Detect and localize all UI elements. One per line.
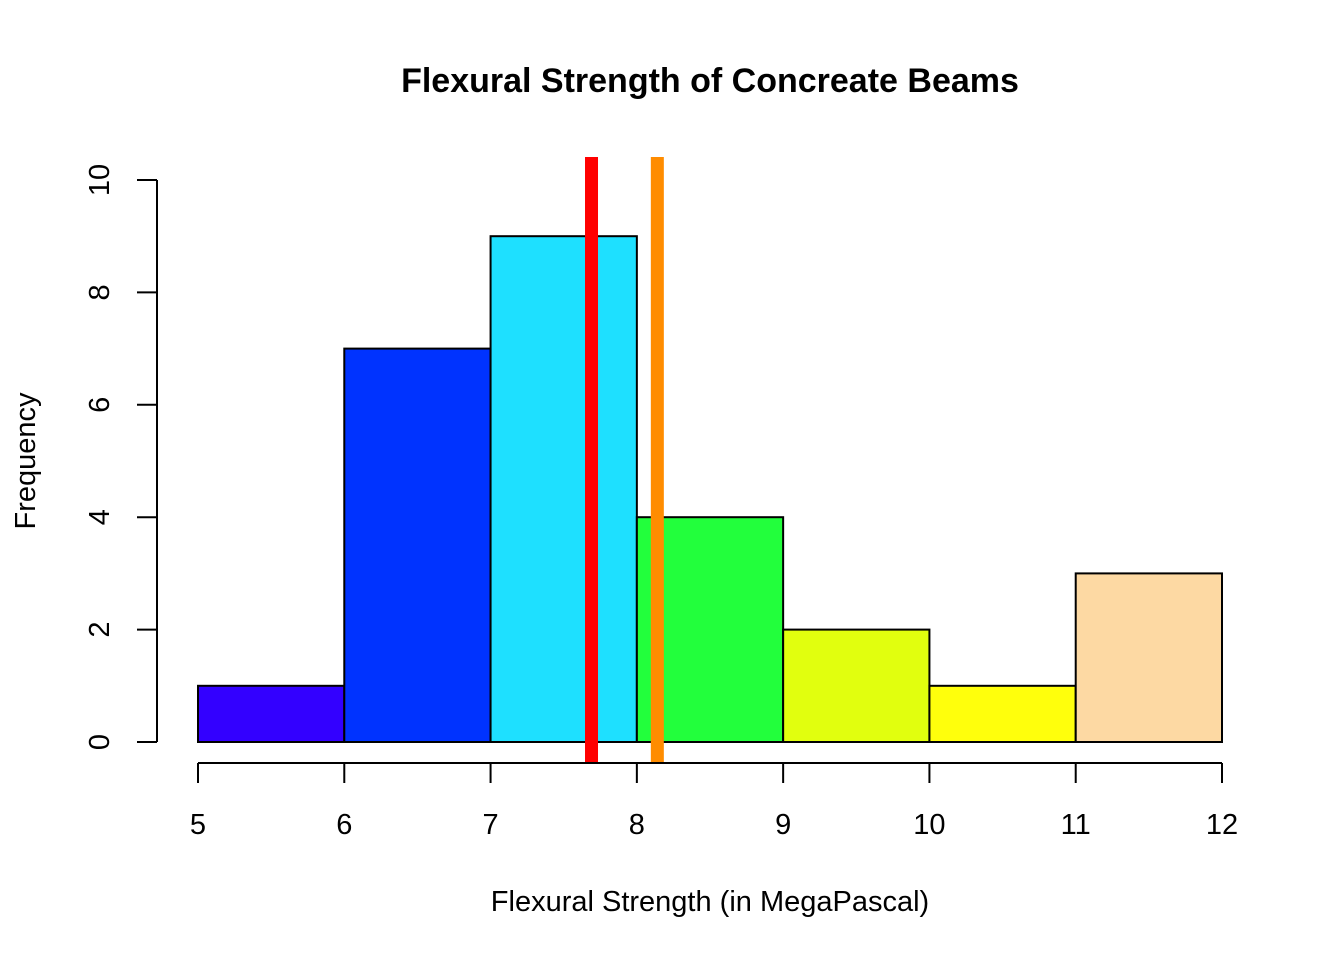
y-tick-label: 0	[84, 734, 116, 750]
histogram-bar-7	[1074, 572, 1223, 744]
bars-group	[197, 235, 1223, 744]
y-axis: 0 2 4 6 8 10	[84, 164, 158, 750]
x-tick-label: 10	[913, 809, 945, 841]
histogram-bar-6	[928, 684, 1077, 743]
y-tick-label: 6	[84, 397, 116, 413]
histogram-bar-2	[343, 347, 492, 743]
y-axis-label: Frequency	[10, 392, 42, 530]
chart-title: Flexural Strength of Concreate Beams	[401, 62, 1019, 100]
x-tick-label: 8	[629, 809, 645, 841]
x-axis: 5 6 7 8 9 10 11 12	[190, 762, 1238, 841]
x-tick-label: 11	[1061, 809, 1091, 841]
y-tick-label: 10	[84, 164, 116, 196]
histogram-bar-3	[489, 235, 638, 743]
x-tick-label: 5	[190, 809, 206, 841]
x-tick-label: 7	[483, 809, 499, 841]
x-tick-label: 6	[336, 809, 352, 841]
histogram-bar-5	[782, 628, 931, 743]
y-tick-label: 4	[84, 509, 116, 525]
y-tick-label: 8	[84, 284, 116, 300]
x-tick-label: 9	[775, 809, 791, 841]
reference-lines-group	[585, 157, 664, 763]
x-axis-label: Flexural Strength (in MegaPascal)	[491, 886, 929, 918]
y-tick-label: 2	[84, 622, 116, 638]
histogram-bar-1	[197, 684, 346, 743]
x-tick-label: 12	[1206, 809, 1238, 841]
